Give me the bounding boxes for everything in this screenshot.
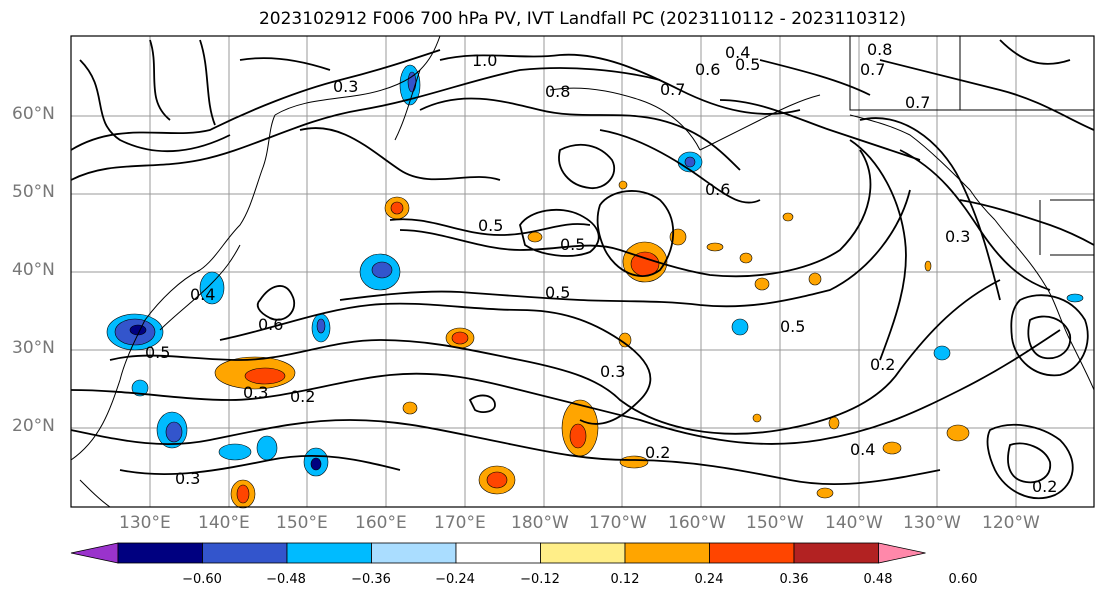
colorbar-segment — [117, 542, 203, 564]
lon-label: 120°W — [982, 513, 1040, 533]
contour-label: 0.8 — [867, 40, 892, 59]
lon-label: 130°E — [119, 513, 171, 533]
contour-label: 0.2 — [645, 443, 670, 462]
contour-label: 0.2 — [1032, 477, 1057, 496]
lat-label-50n: 50°N — [12, 182, 55, 202]
contour-label: 0.6 — [695, 60, 720, 79]
ivt-contours — [70, 39, 1095, 500]
map-title: 2023102912 F006 700 hPa PV, IVT Landfall… — [258, 9, 906, 29]
colorbar-segment — [371, 542, 457, 564]
contour-label: 0.8 — [545, 82, 570, 101]
colorbar — [70, 542, 926, 564]
lon-label: 180°W — [511, 513, 569, 533]
colorbar-segment — [455, 542, 541, 564]
colorbar-segment — [793, 542, 879, 564]
colorbar-tick-label: 0.60 — [948, 572, 978, 587]
contour-label: 0.5 — [545, 283, 570, 302]
colorbar-tick-label: −0.36 — [351, 572, 391, 587]
pv-positive-shading — [214, 180, 970, 509]
colorbar-tick-label: 0.36 — [779, 572, 809, 587]
contour-label: 0.7 — [660, 80, 685, 99]
colorbar-segment — [709, 542, 795, 564]
colorbar-tick-label: −0.60 — [182, 572, 222, 587]
contour-label: 0.5 — [145, 343, 170, 362]
colorbar-segment — [540, 542, 626, 564]
contour-label: 0.3 — [175, 469, 200, 488]
lon-label: 150°W — [746, 513, 804, 533]
contour-label: 0.4 — [850, 440, 875, 459]
lon-label: 160°E — [355, 513, 407, 533]
contour-label: 0.5 — [735, 55, 760, 74]
lat-label-40n: 40°N — [12, 260, 55, 280]
contour-label: 0.2 — [870, 355, 895, 374]
contour-label: 0.5 — [478, 216, 503, 235]
lon-label: 140°E — [198, 513, 250, 533]
lon-label: 130°W — [903, 513, 961, 533]
lat-label-60n: 60°N — [12, 104, 55, 124]
colorbar-tick-label: 0.24 — [694, 572, 724, 587]
lat-label-20n: 20°N — [12, 416, 55, 436]
colorbar-segment — [202, 542, 288, 564]
coastlines — [70, 35, 1095, 508]
colorbar-tick-label: 0.12 — [610, 572, 640, 587]
colorbar-tick-label: 0.48 — [863, 572, 893, 587]
lon-label: 170°E — [434, 513, 486, 533]
contour-label: 0.7 — [860, 60, 885, 79]
colorbar-segment — [624, 542, 710, 564]
contour-label: 0.3 — [945, 227, 970, 246]
contour-label: 0.2 — [290, 387, 315, 406]
colorbar-tick-label: −0.12 — [520, 572, 560, 587]
contour-label: 0.3 — [243, 383, 268, 402]
contour-labels: 0.3 0.5 0.2 0.5 0.8 1.0 0.7 0.4 0.6 0.5 … — [145, 40, 1057, 496]
lon-label: 160°W — [668, 513, 726, 533]
colorbar-segment — [286, 542, 372, 564]
contour-label: 1.0 — [472, 51, 497, 70]
lon-label: 170°W — [589, 513, 647, 533]
contour-label: 0.5 — [780, 317, 805, 336]
gridlines — [71, 36, 1094, 507]
colorbar-tick-label: −0.24 — [435, 572, 475, 587]
colorbar-tick-label: −0.48 — [266, 572, 306, 587]
lat-label-30n: 30°N — [12, 338, 55, 358]
pv-negative-shading — [106, 64, 1084, 477]
contour-label: 0.3 — [333, 77, 358, 96]
contour-label: 0.6 — [258, 315, 283, 334]
contour-label: 0.7 — [905, 93, 930, 112]
colorbar-extend-min — [70, 542, 119, 564]
contour-label: 0.4 — [725, 43, 750, 62]
contour-label: 0.3 — [600, 362, 625, 381]
contour-label: 0.5 — [560, 235, 585, 254]
colorbar-extend-max — [878, 542, 926, 564]
contour-label: 0.4 — [190, 285, 215, 304]
map-frame — [70, 35, 1095, 508]
contour-label: 0.6 — [705, 180, 730, 199]
lon-label: 140°W — [825, 513, 883, 533]
lon-label: 150°E — [276, 513, 328, 533]
